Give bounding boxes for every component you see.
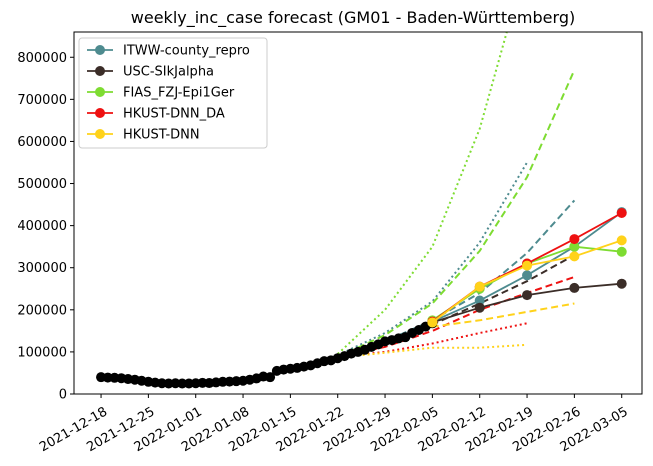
series-point xyxy=(616,246,627,257)
series-point xyxy=(522,270,533,281)
plot-frame xyxy=(73,31,643,395)
series-point xyxy=(616,278,627,289)
y-tick-label: 700000 xyxy=(17,93,67,108)
series-point xyxy=(474,302,485,313)
y-tick-label: 600000 xyxy=(17,135,67,150)
observed-point xyxy=(265,372,276,383)
legend-swatch-marker xyxy=(95,108,105,118)
series-point xyxy=(474,281,485,292)
forecast-dashed-line xyxy=(337,254,575,358)
legend-swatch-marker xyxy=(95,66,105,76)
chart-title: weekly_inc_case forecast (GM01 - Baden-W… xyxy=(131,8,575,28)
legend-label: FIAS_FZJ-Epi1Ger xyxy=(123,86,235,101)
forecast-dotted-line xyxy=(337,161,528,357)
series-point xyxy=(569,251,580,262)
y-tick-label: 200000 xyxy=(17,303,67,318)
series-point xyxy=(569,282,580,293)
series-point xyxy=(616,235,627,246)
legend-label: HKUST-DNN xyxy=(123,128,200,143)
series-point xyxy=(522,260,533,271)
y-tick-label: 800000 xyxy=(17,51,67,66)
y-tick-label: 100000 xyxy=(17,345,67,360)
plot-area xyxy=(96,32,627,389)
series-point xyxy=(522,290,533,301)
legend: ITWW-county_repro USC-SIkJalpha FIAS_FZJ-E… xyxy=(78,37,268,149)
y-tick-label: 0 xyxy=(59,388,67,403)
forecast-dashed-line xyxy=(337,69,576,358)
series-point xyxy=(569,234,580,245)
series-point xyxy=(427,317,438,328)
series-point xyxy=(474,295,485,306)
legend-swatch-marker xyxy=(95,45,105,55)
forecast-dashed-line xyxy=(337,276,575,358)
forecast-dotted-line xyxy=(337,343,528,359)
forecast-dashed-line xyxy=(337,302,575,359)
legend-label: USC-SIkJalpha xyxy=(123,65,214,80)
legend-swatch-marker xyxy=(95,129,105,139)
y-tick-label: 300000 xyxy=(17,261,67,276)
legend-swatch-marker xyxy=(95,87,105,97)
y-tick-label: 500000 xyxy=(17,177,67,192)
legend-label: HKUST-DNN_DA xyxy=(123,107,225,122)
legend-box xyxy=(78,37,268,149)
series-point xyxy=(616,208,627,218)
legend-label: ITWW-county_repro xyxy=(123,44,250,59)
series-point xyxy=(569,241,580,252)
y-tick-label: 400000 xyxy=(17,219,67,234)
